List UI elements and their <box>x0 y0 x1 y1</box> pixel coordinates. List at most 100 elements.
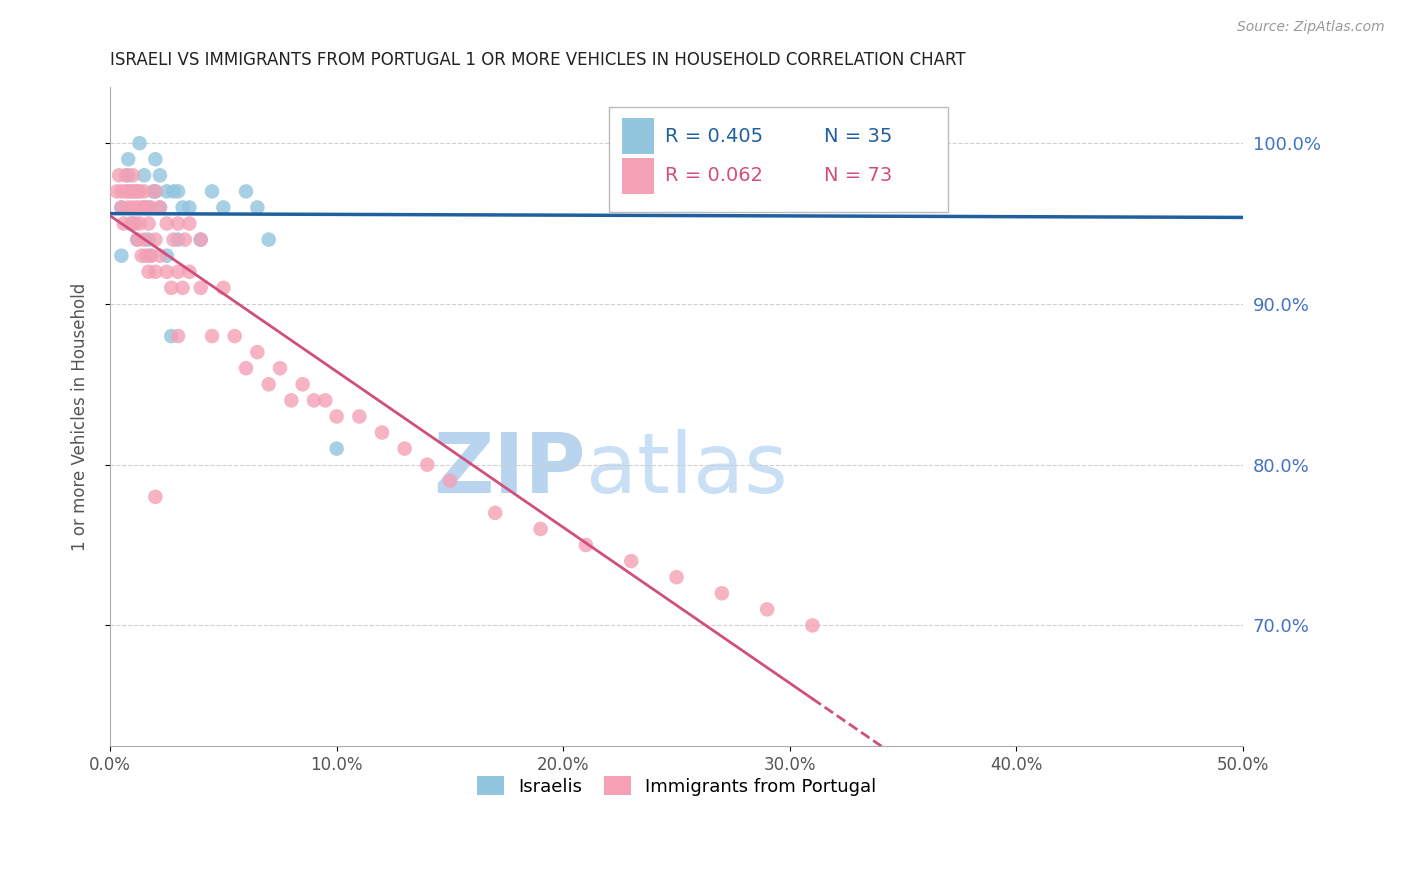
Point <box>190 281 212 295</box>
Point <box>325 409 347 424</box>
Point <box>110 249 132 263</box>
Point <box>439 474 461 488</box>
Point <box>172 201 194 215</box>
Point <box>138 217 160 231</box>
Point <box>190 233 212 247</box>
Point <box>167 329 190 343</box>
Point <box>110 185 132 199</box>
Point <box>394 442 416 456</box>
Point <box>246 201 269 215</box>
Text: ISRAELI VS IMMIGRANTS FROM PORTUGAL 1 OR MORE VEHICLES IN HOUSEHOLD CORRELATION : ISRAELI VS IMMIGRANTS FROM PORTUGAL 1 OR… <box>110 51 966 69</box>
Point <box>117 169 139 183</box>
Point <box>145 265 167 279</box>
Point <box>128 136 150 150</box>
Point <box>371 425 394 440</box>
Point <box>127 233 149 247</box>
Point <box>212 281 235 295</box>
Point <box>756 602 779 616</box>
Point <box>149 169 172 183</box>
Point <box>121 169 143 183</box>
Point <box>132 233 155 247</box>
Point <box>575 538 598 552</box>
Point <box>132 201 155 215</box>
Point <box>145 185 167 199</box>
Point <box>710 586 733 600</box>
Point <box>115 185 138 199</box>
Point <box>779 136 801 150</box>
Point <box>127 201 149 215</box>
Point <box>416 458 439 472</box>
Point <box>139 201 162 215</box>
Point <box>131 249 153 263</box>
Point <box>160 329 183 343</box>
Point <box>132 185 155 199</box>
Point <box>212 201 235 215</box>
Point <box>121 201 143 215</box>
Point <box>665 570 688 584</box>
Point <box>156 185 179 199</box>
Point <box>201 329 224 343</box>
Point <box>167 265 190 279</box>
FancyBboxPatch shape <box>609 107 949 212</box>
Point <box>349 409 371 424</box>
Text: R = 0.405: R = 0.405 <box>665 127 763 145</box>
Point <box>121 217 143 231</box>
Y-axis label: 1 or more Vehicles in Household: 1 or more Vehicles in Household <box>72 282 89 550</box>
Point <box>156 217 179 231</box>
Point <box>120 217 142 231</box>
Point <box>115 169 138 183</box>
Point <box>620 554 643 568</box>
Point <box>801 618 824 632</box>
Legend: Israelis, Immigrants from Portugal: Israelis, Immigrants from Portugal <box>470 769 884 803</box>
Point <box>127 185 149 199</box>
Point <box>132 169 155 183</box>
Point <box>149 201 172 215</box>
Point <box>131 201 153 215</box>
Point <box>110 201 132 215</box>
Point <box>117 153 139 167</box>
Point <box>128 185 150 199</box>
Point <box>302 393 325 408</box>
Point <box>235 361 257 376</box>
Point <box>121 185 143 199</box>
Point <box>314 393 336 408</box>
Point <box>145 233 167 247</box>
Point <box>201 185 224 199</box>
Point <box>291 377 314 392</box>
Point <box>124 185 146 199</box>
Point <box>167 217 190 231</box>
Point <box>162 233 184 247</box>
Point <box>167 185 190 199</box>
Point <box>112 217 135 231</box>
Point <box>224 329 246 343</box>
Point <box>149 201 172 215</box>
Point <box>246 345 269 359</box>
Point <box>145 490 167 504</box>
Point <box>257 377 280 392</box>
Point <box>179 217 201 231</box>
Text: ZIP: ZIP <box>433 429 586 509</box>
Point <box>124 217 146 231</box>
Point <box>172 281 194 295</box>
FancyBboxPatch shape <box>621 119 654 154</box>
Text: R = 0.062: R = 0.062 <box>665 167 763 186</box>
Point <box>138 201 160 215</box>
Point <box>190 233 212 247</box>
Point <box>139 249 162 263</box>
Point <box>269 361 291 376</box>
Point <box>167 233 190 247</box>
Point <box>149 249 172 263</box>
Point <box>162 185 184 199</box>
Point <box>135 201 157 215</box>
Point <box>179 201 201 215</box>
Point <box>257 233 280 247</box>
Point <box>138 265 160 279</box>
Text: N = 73: N = 73 <box>824 167 891 186</box>
Point <box>128 217 150 231</box>
Point <box>235 185 257 199</box>
Point <box>110 201 132 215</box>
Point <box>145 185 167 199</box>
Point <box>108 169 131 183</box>
Point <box>325 442 347 456</box>
Point <box>156 265 179 279</box>
